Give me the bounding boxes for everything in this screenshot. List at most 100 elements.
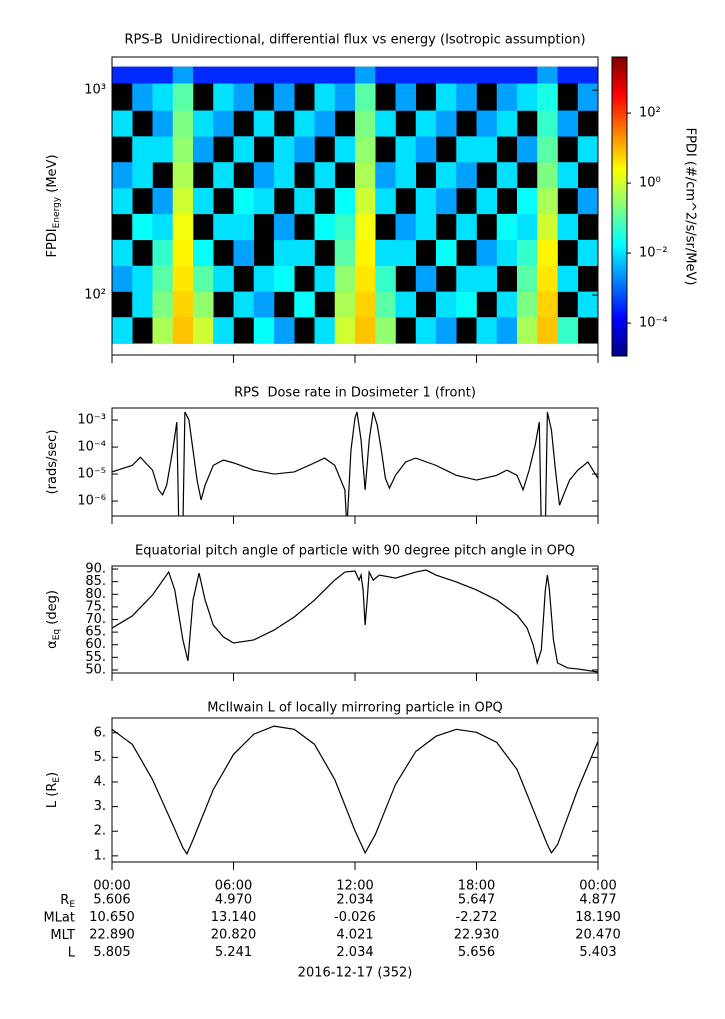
- heatmap-cell: [193, 291, 214, 318]
- colorbar-step: [612, 277, 627, 282]
- heatmap-cell: [213, 110, 234, 137]
- plot-area: [112, 569, 598, 673]
- colorbar-step: [612, 83, 627, 88]
- colorbar-step: [612, 232, 627, 237]
- ephemeris-row-label: RE: [60, 893, 75, 910]
- heatmap-cell: [152, 239, 174, 267]
- colorbar-step: [612, 195, 627, 200]
- heatmap-cell: [274, 213, 295, 241]
- colorbar-step: [612, 146, 627, 151]
- colorbar-step: [612, 240, 627, 245]
- y-tick-label: 10³: [84, 83, 106, 98]
- colorbar-tick-label: 10²: [639, 106, 661, 121]
- y-tick-label: 1.: [94, 848, 106, 863]
- heatmap-cell: [355, 291, 376, 318]
- colorbar-step: [612, 329, 627, 335]
- heatmap-cell: [415, 66, 437, 84]
- x-tick-label: 18:00: [458, 879, 495, 894]
- colorbar-step: [612, 270, 627, 275]
- heatmap-cell: [436, 83, 457, 111]
- heatmap-cell: [112, 110, 133, 137]
- ephemeris-value: 2.034: [336, 893, 373, 908]
- heatmap-cell: [476, 239, 498, 267]
- heatmap-cell: [274, 265, 295, 292]
- colorbar-step: [612, 135, 627, 140]
- x-tick-label: 00:00: [93, 879, 130, 894]
- heatmap-cell: [152, 83, 174, 111]
- heatmap-cell: [456, 83, 477, 111]
- colorbar-step: [612, 176, 627, 181]
- heatmap-cell: [172, 83, 194, 111]
- x-tick-label: 12:00: [336, 879, 373, 894]
- heatmap-cell: [132, 136, 153, 163]
- heatmap-cell: [355, 136, 376, 163]
- colorbar-step: [612, 86, 627, 92]
- heatmap-cell: [496, 66, 518, 84]
- colorbar-step: [612, 352, 627, 357]
- heatmap-cell: [537, 213, 558, 241]
- heatmap-cell: [213, 265, 234, 292]
- colorbar-step: [612, 206, 627, 211]
- heatmap-cell: [415, 136, 437, 163]
- heatmap-cell: [375, 110, 396, 137]
- heatmap-cell: [334, 187, 356, 215]
- heatmap-cell: [193, 66, 214, 84]
- colorbar-step: [612, 71, 627, 77]
- heatmap-cell: [395, 213, 417, 241]
- colorbar-step: [612, 284, 627, 290]
- heatmap-cell: [274, 239, 295, 267]
- heatmap-cell: [395, 66, 417, 84]
- heatmap-cell: [314, 162, 336, 189]
- heatmap-cell: [557, 213, 579, 241]
- heatmap-cell: [375, 162, 396, 189]
- ephemeris-value: 18.190: [575, 910, 621, 925]
- colorbar-step: [612, 180, 627, 185]
- ephemeris-value: 5.606: [93, 893, 130, 908]
- y-tick-label: 2.: [94, 824, 106, 839]
- heatmap-cell: [476, 265, 498, 292]
- heatmap-cell: [496, 83, 518, 111]
- ephemeris-value: -0.026: [334, 910, 376, 925]
- colorbar-step: [612, 247, 627, 252]
- heatmap-cell: [436, 291, 457, 318]
- heatmap-cell: [436, 66, 457, 84]
- colorbar-step: [612, 157, 627, 163]
- colorbar-step: [612, 128, 627, 133]
- colorbar-step: [612, 299, 627, 305]
- heatmap-cell: [496, 110, 518, 137]
- heatmap-cell: [334, 66, 356, 84]
- heatmap-cell: [355, 83, 376, 111]
- colorbar-step: [612, 172, 627, 178]
- y-axis-label: L (RE): [45, 772, 62, 808]
- heatmap-cell: [537, 291, 558, 318]
- heatmap-cell: [456, 162, 477, 189]
- heatmap-cell: [172, 162, 194, 189]
- ephemeris-value: 13.140: [211, 910, 257, 925]
- heatmap-cell: [213, 317, 234, 344]
- heatmap-cell: [172, 136, 194, 163]
- colorbar-step: [612, 262, 627, 267]
- heatmap-cell: [355, 110, 376, 137]
- heatmap-cell: [233, 187, 255, 215]
- colorbar-step: [612, 266, 627, 271]
- ephemeris-value: 5.656: [458, 945, 495, 960]
- heatmap-cell: [355, 213, 376, 241]
- heatmap-cell: [152, 213, 174, 241]
- colorbar-step: [612, 292, 627, 297]
- colorbar-step: [612, 337, 627, 342]
- data-line: [112, 569, 598, 673]
- heatmap-cell: [253, 317, 275, 344]
- heatmap-cell: [456, 136, 477, 163]
- colorbar-step: [612, 236, 627, 241]
- heatmap-cell: [294, 66, 315, 84]
- y-tick-label: 85.: [85, 574, 106, 589]
- colorbar-step: [612, 217, 627, 222]
- colorbar-step: [612, 101, 627, 107]
- colorbar-step: [612, 341, 627, 346]
- heatmap-cell: [537, 83, 558, 111]
- heatmap-cell: [314, 66, 336, 84]
- heatmap-cell: [314, 213, 336, 241]
- colorbar-step: [612, 98, 627, 103]
- colorbar-step: [612, 326, 627, 331]
- heatmap-cell: [112, 66, 133, 84]
